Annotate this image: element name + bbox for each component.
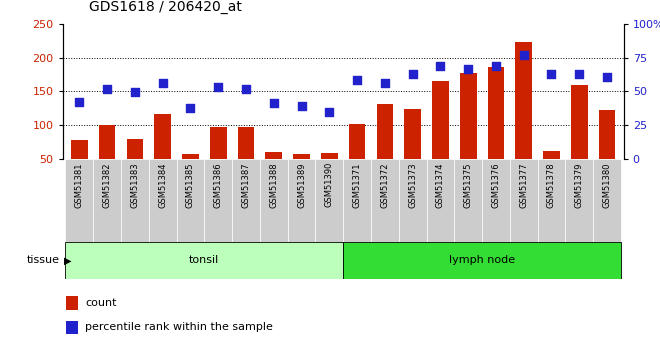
Bar (488, 67, 504, 159)
Bar (482, 159, 510, 242)
Bar (93, 159, 121, 242)
Bar (454, 159, 482, 242)
Bar (593, 159, 621, 242)
Bar (510, 159, 538, 242)
Point (463, 67, 473, 72)
Text: GSM51389: GSM51389 (297, 162, 306, 207)
Text: percentile rank within the sample: percentile rank within the sample (85, 323, 273, 333)
Text: GSM51374: GSM51374 (436, 162, 445, 207)
Bar (426, 159, 454, 242)
Text: GSM51373: GSM51373 (408, 162, 417, 208)
Bar (315, 159, 343, 242)
Bar (343, 241, 621, 279)
Text: GSM51384: GSM51384 (158, 162, 167, 207)
Point (296, 104, 307, 109)
Text: tonsil: tonsil (189, 256, 220, 265)
Text: GDS1618 / 206420_at: GDS1618 / 206420_at (89, 0, 242, 14)
Bar (205, 159, 232, 242)
Point (352, 77, 362, 83)
Bar (405, 109, 421, 159)
Text: GSM51387: GSM51387 (242, 162, 251, 208)
Bar (288, 159, 315, 242)
Bar (371, 159, 399, 242)
Point (490, 63, 501, 69)
Text: GSM51379: GSM51379 (575, 162, 583, 207)
Bar (599, 110, 615, 159)
Text: GSM51378: GSM51378 (547, 162, 556, 208)
Point (546, 71, 557, 77)
Text: GSM51385: GSM51385 (186, 162, 195, 207)
Point (241, 87, 251, 92)
Bar (543, 151, 560, 159)
Text: count: count (85, 298, 117, 308)
Point (324, 109, 335, 115)
Bar (348, 124, 366, 159)
Bar (538, 159, 566, 242)
Bar (210, 127, 226, 159)
Bar (460, 72, 477, 159)
Text: GSM51382: GSM51382 (103, 162, 112, 207)
Point (129, 89, 140, 95)
Point (157, 81, 168, 86)
Point (102, 87, 112, 92)
Bar (343, 159, 371, 242)
Point (407, 71, 418, 77)
Bar (376, 104, 393, 159)
Text: lymph node: lymph node (449, 256, 515, 265)
Bar (65, 321, 78, 334)
Point (435, 63, 446, 69)
Bar (566, 159, 593, 242)
Text: GSM51383: GSM51383 (131, 162, 139, 208)
Bar (293, 154, 310, 159)
Text: GSM51375: GSM51375 (464, 162, 473, 207)
Bar (515, 42, 532, 159)
Bar (65, 159, 93, 242)
Point (602, 74, 612, 79)
Bar (65, 241, 343, 279)
Point (74, 99, 84, 104)
Bar (65, 296, 78, 309)
Point (185, 105, 196, 110)
Bar (177, 159, 205, 242)
Bar (127, 138, 143, 159)
Point (269, 100, 279, 106)
Bar (121, 159, 148, 242)
Point (213, 85, 224, 90)
Bar (182, 154, 199, 159)
Bar (71, 140, 88, 159)
Bar (265, 152, 282, 159)
Bar (238, 127, 254, 159)
Bar (232, 159, 260, 242)
Bar (432, 81, 449, 159)
Text: GSM51377: GSM51377 (519, 162, 528, 208)
Text: GSM51388: GSM51388 (269, 162, 279, 208)
Text: GSM51386: GSM51386 (214, 162, 222, 208)
Point (379, 80, 390, 86)
Bar (321, 153, 338, 159)
Text: GSM51380: GSM51380 (603, 162, 612, 207)
Bar (399, 159, 426, 242)
Point (574, 71, 585, 77)
Text: GSM51376: GSM51376 (492, 162, 500, 208)
Bar (99, 125, 116, 159)
Text: GSM51390: GSM51390 (325, 162, 334, 207)
Bar (154, 114, 171, 159)
Text: ▶: ▶ (64, 256, 71, 265)
Text: GSM51371: GSM51371 (352, 162, 362, 207)
Point (519, 52, 529, 58)
Text: GSM51372: GSM51372 (380, 162, 389, 207)
Text: GSM51381: GSM51381 (75, 162, 84, 207)
Bar (571, 85, 587, 159)
Bar (148, 159, 177, 242)
Text: tissue: tissue (26, 256, 59, 265)
Bar (260, 159, 288, 242)
